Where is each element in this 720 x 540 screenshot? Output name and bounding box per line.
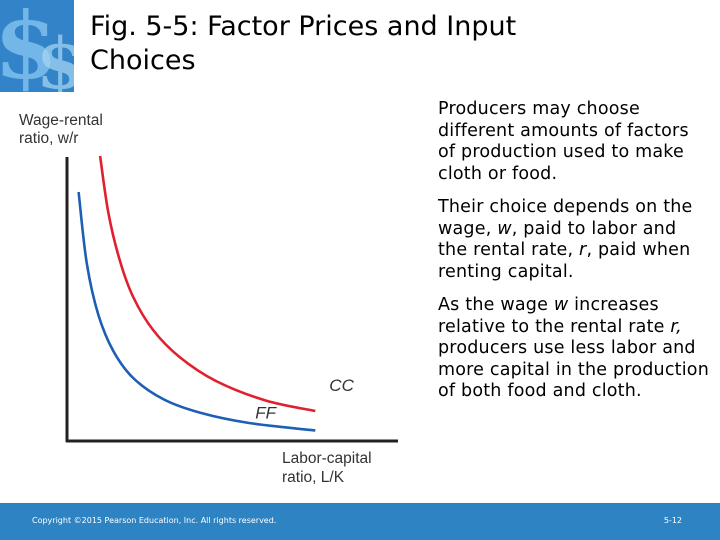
y-axis-label-line2: ratio, w/r <box>19 130 78 147</box>
paragraph-1: Producers may choose different amounts o… <box>438 99 689 184</box>
factor-price-chart: Wage-rental ratio, w/r CC FF Labor-capita… <box>0 100 420 500</box>
paragraph-3: As the wage w increases relative to the … <box>438 295 709 401</box>
slide-title: Fig. 5-5: Factor Prices and Input Choice… <box>90 10 690 78</box>
dollar-sign-logo-icon: $ $ <box>0 0 85 105</box>
x-axis-label-line2: ratio, L/K <box>282 469 345 486</box>
curve-ff <box>77 191 316 432</box>
explanation-text: Producers may choose different amounts o… <box>438 99 710 415</box>
curve-label-cc: CC <box>329 376 354 395</box>
x-axis-label-line1: Labor-capital <box>282 450 372 467</box>
x-axis-label: Labor-capital ratio, L/K <box>282 450 372 486</box>
footer-bar: Copyright ©2015 Pearson Education, Inc. … <box>0 503 720 540</box>
paragraph-2: Their choice depends on the wage, w, pai… <box>438 197 693 282</box>
y-axis-label-line1: Wage-rental <box>19 112 103 129</box>
slide-title-line2: Choices <box>90 45 196 76</box>
copyright-text: Copyright ©2015 Pearson Education, Inc. … <box>32 516 277 525</box>
y-axis-label: Wage-rental ratio, w/r <box>19 112 103 147</box>
svg-text:$: $ <box>36 22 74 92</box>
svg-text:$: $ <box>0 0 58 92</box>
slide-title-line1: Fig. 5-5: Factor Prices and Input <box>90 11 517 42</box>
curve-label-ff: FF <box>255 404 277 423</box>
curve-cc <box>98 155 316 413</box>
page-number: 5-12 <box>663 516 682 525</box>
